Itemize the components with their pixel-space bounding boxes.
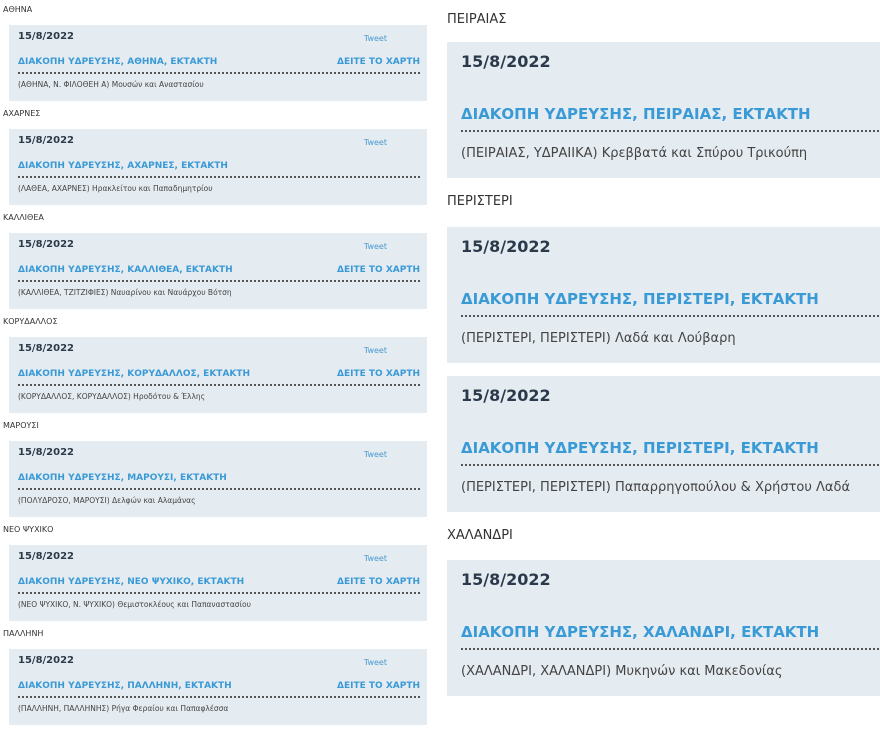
- outage-date: 15/8/2022: [18, 551, 75, 562]
- outage-card: 15/8/2022 Tweet ΔΙΑΚΟΠΗ ΥΔΡΕΥΣΗΣ, ΚΑΛΛΙΘΕΑ…: [9, 233, 427, 309]
- outage-date: 15/8/2022: [18, 239, 75, 250]
- see-map-link[interactable]: ΔΕΙΤΕ ΤΟ ΧΑΡΤΗ: [337, 681, 420, 691]
- outage-description: (ΠΕΙΡΑΙΑΣ, ΥΔΡΑΙΙΚΑ) Κρεββατά και Σπύρου…: [461, 146, 808, 161]
- area-label: ΑΘΗΝΑ: [3, 5, 33, 14]
- tweet-link[interactable]: Tweet: [363, 242, 387, 251]
- dotted-divider: [18, 696, 420, 698]
- tweet-link[interactable]: Tweet: [363, 138, 387, 147]
- dotted-divider: [18, 72, 420, 74]
- outage-title-link[interactable]: ΔΙΑΚΟΠΗ ΥΔΡΕΥΣΗΣ, ΠΕΙΡΑΙΑΣ, ΕΚΤΑΚΤΗ: [461, 105, 811, 123]
- outage-title-link[interactable]: ΔΙΑΚΟΠΗ ΥΔΡΕΥΣΗΣ, ΧΑΛΑΝΔΡΙ, ΕΚΤΑΚΤΗ: [461, 623, 820, 641]
- outage-description: (ΠΕΡΙΣΤΕΡΙ, ΠΕΡΙΣΤΕΡΙ) Λαδά και Λούβαρη: [461, 331, 736, 346]
- outage-card: 15/8/2022 Tweet ΔΙΑΚΟΠΗ ΥΔΡΕΥΣΗΣ, ΜΑΡΟΥΣΙ,…: [9, 441, 427, 517]
- area-section: ΑΧΑΡΝΕΣ 15/8/2022 Tweet ΔΙΑΚΟΠΗ ΥΔΡΕΥΣΗΣ, Α…: [3, 104, 427, 208]
- see-map-link[interactable]: ΔΕΙΤΕ ΤΟ ΧΑΡΤΗ: [337, 57, 420, 67]
- dotted-divider: [18, 384, 420, 386]
- area-section: ΑΘΗΝΑ 15/8/2022 Tweet ΔΙΑΚΟΠΗ ΥΔΡΕΥΣΗΣ, ΑΘΗ…: [3, 0, 427, 104]
- area-label: ΠΕΡΙΣΤΕΡΙ: [447, 194, 513, 209]
- outage-description: (ΠΟΛΥΔΡΟΣΟ, ΜΑΡΟΥΣΙ) Δελφών και Αλαμάνας: [18, 496, 196, 505]
- area-label: ΠΑΛΛΗΝΗ: [3, 629, 44, 638]
- outage-title-link[interactable]: ΔΙΑΚΟΠΗ ΥΔΡΕΥΣΗΣ, ΑΘΗΝΑ, ΕΚΤΑΚΤΗ: [18, 57, 218, 67]
- see-map-link[interactable]: ΔΕΙΤΕ ΤΟ ΧΑΡΤΗ: [337, 265, 420, 275]
- outage-card: 15/8/2022 ΔΙΑΚΟΠΗ ΥΔΡΕΥΣΗΣ, ΠΕΙΡΑΙΑΣ, ΕΚΤ…: [447, 42, 880, 178]
- outage-description: (ΠΑΛΛΗΝΗ, ΠΑΛΛΗΝΗΣ) Ρήγα Φεραίου και Παπ…: [18, 704, 229, 713]
- area-section: ΠΑΛΛΗΝΗ 15/8/2022 Tweet ΔΙΑΚΟΠΗ ΥΔΡΕΥΣΗΣ, Π…: [3, 624, 427, 728]
- area-section: ΝΕΟ ΨΥΧΙΚΟ 15/8/2022 Tweet ΔΙΑΚΟΠΗ ΥΔΡΕΥΣΗΣ…: [3, 520, 427, 624]
- area-label: ΑΧΑΡΝΕΣ: [3, 109, 41, 118]
- outage-card: 15/8/2022 Tweet ΔΙΑΚΟΠΗ ΥΔΡΕΥΣΗΣ, ΚΟΡΥΔΑΛΛ…: [9, 337, 427, 413]
- see-map-link[interactable]: ΔΕΙΤΕ ΤΟ ΧΑΡΤΗ: [337, 577, 420, 587]
- outage-date: 15/8/2022: [18, 447, 75, 458]
- tweet-link[interactable]: Tweet: [363, 346, 387, 355]
- outage-description: (ΚΟΡΥΔΑΛΛΟΣ, ΚΟΡΥΔΑΛΛΟΣ) Ηροδότου & Έλλη…: [18, 392, 206, 401]
- outage-date: 15/8/2022: [461, 52, 551, 71]
- outage-card: 15/8/2022 Tweet ΔΙΑΚΟΠΗ ΥΔΡΕΥΣΗΣ, ΝΕΟ ΨΥΧΙ…: [9, 545, 427, 621]
- outage-description: (ΧΑΛΑΝΔΡΙ, ΧΑΛΑΝΔΡΙ) Μυκηνών και Μακεδον…: [461, 664, 783, 679]
- dotted-divider: [461, 315, 880, 317]
- outage-title-link[interactable]: ΔΙΑΚΟΠΗ ΥΔΡΕΥΣΗΣ, ΜΑΡΟΥΣΙ, ΕΚΤΑΚΤΗ: [18, 473, 227, 483]
- outage-title-link[interactable]: ΔΙΑΚΟΠΗ ΥΔΡΕΥΣΗΣ, ΝΕΟ ΨΥΧΙΚΟ, ΕΚΤΑΚΤΗ: [18, 577, 245, 587]
- left-column: ΑΘΗΝΑ 15/8/2022 Tweet ΔΙΑΚΟΠΗ ΥΔΡΕΥΣΗΣ, ΑΘΗ…: [3, 0, 427, 728]
- area-section: ΜΑΡΟΥΣΙ 15/8/2022 Tweet ΔΙΑΚΟΠΗ ΥΔΡΕΥΣΗΣ, Μ…: [3, 416, 427, 520]
- right-column: ΠΕΙΡΑΙΑΣ 15/8/2022 ΔΙΑΚΟΠΗ ΥΔΡΕΥΣΗΣ, ΠΕΙΡΑ…: [447, 0, 880, 696]
- area-label: ΠΕΙΡΑΙΑΣ: [447, 12, 507, 27]
- outage-title-link[interactable]: ΔΙΑΚΟΠΗ ΥΔΡΕΥΣΗΣ, ΑΧΑΡΝΕΣ, ΕΚΤΑΚΤΗ: [18, 161, 228, 171]
- outage-title-link[interactable]: ΔΙΑΚΟΠΗ ΥΔΡΕΥΣΗΣ, ΚΟΡΥΔΑΛΛΟΣ, ΕΚΤΑΚΤΗ: [18, 369, 251, 379]
- outage-title-link[interactable]: ΔΙΑΚΟΠΗ ΥΔΡΕΥΣΗΣ, ΚΑΛΛΙΘΕΑ, ΕΚΤΑΚΤΗ: [18, 265, 233, 275]
- outage-date: 15/8/2022: [18, 343, 75, 354]
- outage-description: (ΚΑΛΛΙΘΕΑ, ΤΖΙΤΖΙΦΙΕΣ) Ναυαρίνου και Ναυ…: [18, 288, 232, 297]
- outage-title-link[interactable]: ΔΙΑΚΟΠΗ ΥΔΡΕΥΣΗΣ, ΠΕΡΙΣΤΕΡΙ, ΕΚΤΑΚΤΗ: [461, 439, 819, 457]
- outage-card: 15/8/2022 ΔΙΑΚΟΠΗ ΥΔΡΕΥΣΗΣ, ΧΑΛΑΝΔΡΙ, ΕΚΤ…: [447, 560, 880, 696]
- tweet-link[interactable]: Tweet: [363, 658, 387, 667]
- outage-date: 15/8/2022: [18, 135, 75, 146]
- dotted-divider: [461, 464, 880, 466]
- dotted-divider: [18, 488, 420, 490]
- outage-title-link[interactable]: ΔΙΑΚΟΠΗ ΥΔΡΕΥΣΗΣ, ΠΕΡΙΣΤΕΡΙ, ΕΚΤΑΚΤΗ: [461, 290, 819, 308]
- outage-date: 15/8/2022: [18, 31, 75, 42]
- outage-card: 15/8/2022 Tweet ΔΙΑΚΟΠΗ ΥΔΡΕΥΣΗΣ, ΠΑΛΛΗΝΗ,…: [9, 649, 427, 725]
- area-section: ΚΑΛΛΙΘΕΑ 15/8/2022 Tweet ΔΙΑΚΟΠΗ ΥΔΡΕΥΣΗΣ, …: [3, 208, 427, 312]
- outage-title-link[interactable]: ΔΙΑΚΟΠΗ ΥΔΡΕΥΣΗΣ, ΠΑΛΛΗΝΗ, ΕΚΤΑΚΤΗ: [18, 681, 232, 691]
- outage-card: 15/8/2022 Tweet ΔΙΑΚΟΠΗ ΥΔΡΕΥΣΗΣ, ΑΘΗΝΑ, Ε…: [9, 25, 427, 101]
- outage-date: 15/8/2022: [461, 386, 551, 405]
- outage-description: (ΠΕΡΙΣΤΕΡΙ, ΠΕΡΙΣΤΕΡΙ) Παπαρρηγοπούλου &…: [461, 480, 851, 495]
- outage-card: 15/8/2022 ΔΙΑΚΟΠΗ ΥΔΡΕΥΣΗΣ, ΠΕΡΙΣΤΕΡΙ, ΕΚ…: [447, 227, 880, 363]
- dotted-divider: [461, 130, 880, 132]
- outage-date: 15/8/2022: [461, 237, 551, 256]
- outage-date: 15/8/2022: [461, 570, 551, 589]
- outage-description: (ΑΘΗΝΑ, Ν. ΦΙΛΟΘΕΗ Α) Μουσών και Αναστασ…: [18, 80, 204, 89]
- dotted-divider: [461, 648, 880, 650]
- dotted-divider: [18, 280, 420, 282]
- dotted-divider: [18, 176, 420, 178]
- tweet-link[interactable]: Tweet: [363, 554, 387, 563]
- see-map-link[interactable]: ΔΕΙΤΕ ΤΟ ΧΑΡΤΗ: [337, 369, 420, 379]
- area-label: ΚΟΡΥΔΑΛΛΟΣ: [3, 317, 58, 326]
- dotted-divider: [18, 592, 420, 594]
- tweet-link[interactable]: Tweet: [363, 34, 387, 43]
- outage-description: (ΛΑΘΕΑ, ΑΧΑΡΝΕΣ) Ηρακλείτου και Παπαδημη…: [18, 184, 213, 193]
- area-label: ΝΕΟ ΨΥΧΙΚΟ: [3, 525, 54, 534]
- tweet-link[interactable]: Tweet: [363, 450, 387, 459]
- outage-card: 15/8/2022 ΔΙΑΚΟΠΗ ΥΔΡΕΥΣΗΣ, ΠΕΡΙΣΤΕΡΙ, ΕΚ…: [447, 376, 880, 512]
- outage-card: 15/8/2022 Tweet ΔΙΑΚΟΠΗ ΥΔΡΕΥΣΗΣ, ΑΧΑΡΝΕΣ,…: [9, 129, 427, 205]
- outage-description: (ΝΕΟ ΨΥΧΙΚΟ, Ν. ΨΥΧΙΚΟ) Θεμιστοκλέους κα…: [18, 600, 251, 609]
- area-label: ΚΑΛΛΙΘΕΑ: [3, 213, 44, 222]
- outage-date: 15/8/2022: [18, 655, 75, 666]
- area-label: ΧΑΛΑΝΔΡΙ: [447, 528, 513, 543]
- area-section: ΚΟΡΥΔΑΛΛΟΣ 15/8/2022 Tweet ΔΙΑΚΟΠΗ ΥΔΡΕΥΣΗΣ…: [3, 312, 427, 416]
- area-label: ΜΑΡΟΥΣΙ: [3, 421, 39, 430]
